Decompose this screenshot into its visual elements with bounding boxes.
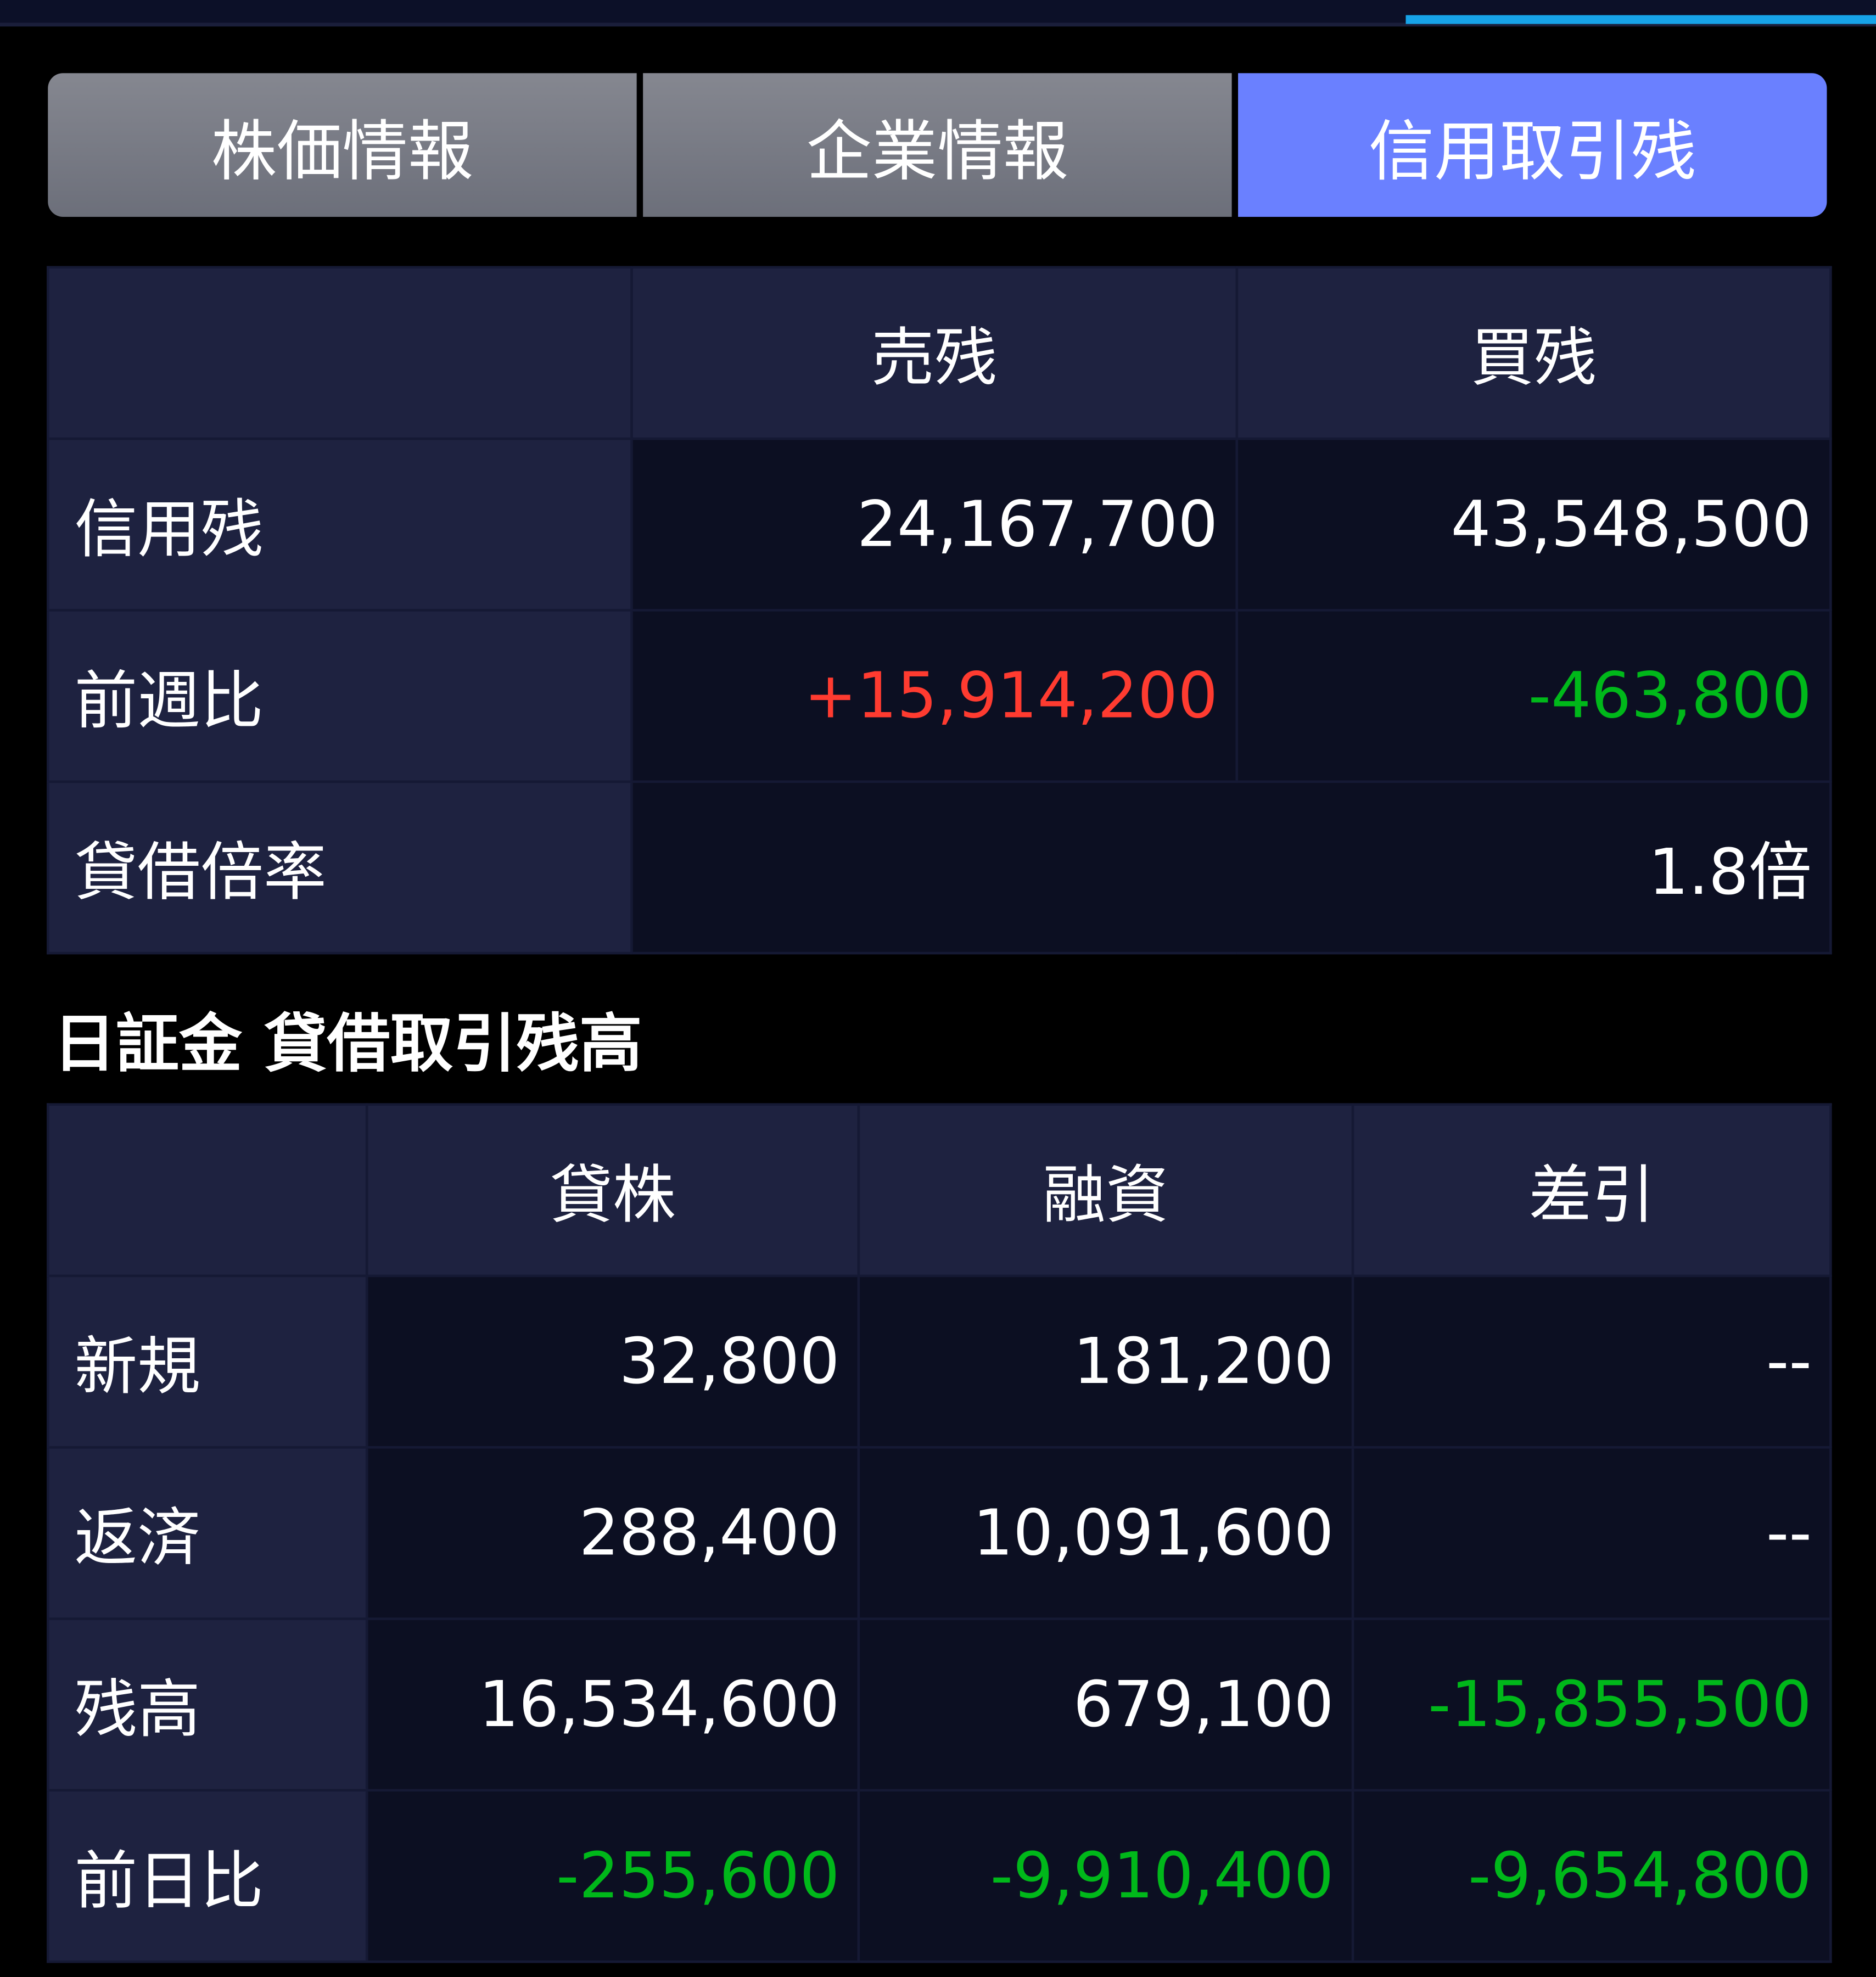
tab-company-info[interactable]: 企業情報 <box>643 73 1232 217</box>
header-buy: 買残 <box>1235 266 1832 440</box>
header-row: 売残 買残 <box>46 266 1832 440</box>
row-label: 前週比 <box>46 609 633 783</box>
lend-change: -255,600 <box>365 1789 860 1963</box>
segmented-tabs: 株価情報 企業情報 信用取引残 <box>48 73 1827 217</box>
table-row: 新規 32,800 181,200 -- <box>46 1274 1832 1449</box>
margin-balance-table: 売残 買残 信用残 24,167,700 43,548,500 前週比 +15,… <box>46 266 1832 955</box>
ratio-value: 1.8倍 <box>630 780 1832 955</box>
header-loan: 融資 <box>857 1103 1354 1278</box>
header-blank <box>46 1103 368 1278</box>
diff-change: -9,654,800 <box>1351 1789 1832 1963</box>
header-row: 貸株 融資 差引 <box>46 1103 1832 1278</box>
header-lend: 貸株 <box>365 1103 860 1278</box>
loan-value: 10,091,600 <box>857 1446 1354 1620</box>
jsf-balance-table: 貸株 融資 差引 新規 32,800 181,200 -- 返済 288,400… <box>46 1103 1832 1963</box>
row-label: 返済 <box>46 1446 368 1620</box>
tab-margin-trading[interactable]: 信用取引残 <box>1238 73 1827 217</box>
header-diff: 差引 <box>1351 1103 1832 1278</box>
section-title: 日証金 貸借取引残高 <box>53 1007 642 1081</box>
buy-change: -463,800 <box>1235 609 1832 783</box>
header-blank <box>46 266 633 440</box>
table-row: 貸借倍率 1.8倍 <box>46 780 1832 955</box>
row-label: 前日比 <box>46 1789 368 1963</box>
loan-value: 181,200 <box>857 1274 1354 1449</box>
loan-change: -9,910,400 <box>857 1789 1354 1963</box>
buy-value: 43,548,500 <box>1235 437 1832 612</box>
sell-value: 24,167,700 <box>630 437 1239 612</box>
tab-indicator <box>1405 15 1876 24</box>
row-label: 貸借倍率 <box>46 780 633 955</box>
table-row: 前週比 +15,914,200 -463,800 <box>46 609 1832 783</box>
table-row: 返済 288,400 10,091,600 -- <box>46 1446 1832 1620</box>
lend-value: 288,400 <box>365 1446 860 1620</box>
diff-value: -- <box>1351 1274 1832 1449</box>
table-row: 残高 16,534,600 679,100 -15,855,500 <box>46 1617 1832 1792</box>
header-sell: 売残 <box>630 266 1239 440</box>
sell-change: +15,914,200 <box>630 609 1239 783</box>
lend-value: 16,534,600 <box>365 1617 860 1792</box>
table-row: 信用残 24,167,700 43,548,500 <box>46 437 1832 612</box>
diff-value: -15,855,500 <box>1351 1617 1832 1792</box>
top-bar <box>0 0 1876 27</box>
row-label: 新規 <box>46 1274 368 1449</box>
tab-stock-price[interactable]: 株価情報 <box>48 73 637 217</box>
row-label: 信用残 <box>46 437 633 612</box>
row-label: 残高 <box>46 1617 368 1792</box>
loan-value: 679,100 <box>857 1617 1354 1792</box>
table-row: 前日比 -255,600 -9,910,400 -9,654,800 <box>46 1789 1832 1963</box>
diff-value: -- <box>1351 1446 1832 1620</box>
lend-value: 32,800 <box>365 1274 860 1449</box>
